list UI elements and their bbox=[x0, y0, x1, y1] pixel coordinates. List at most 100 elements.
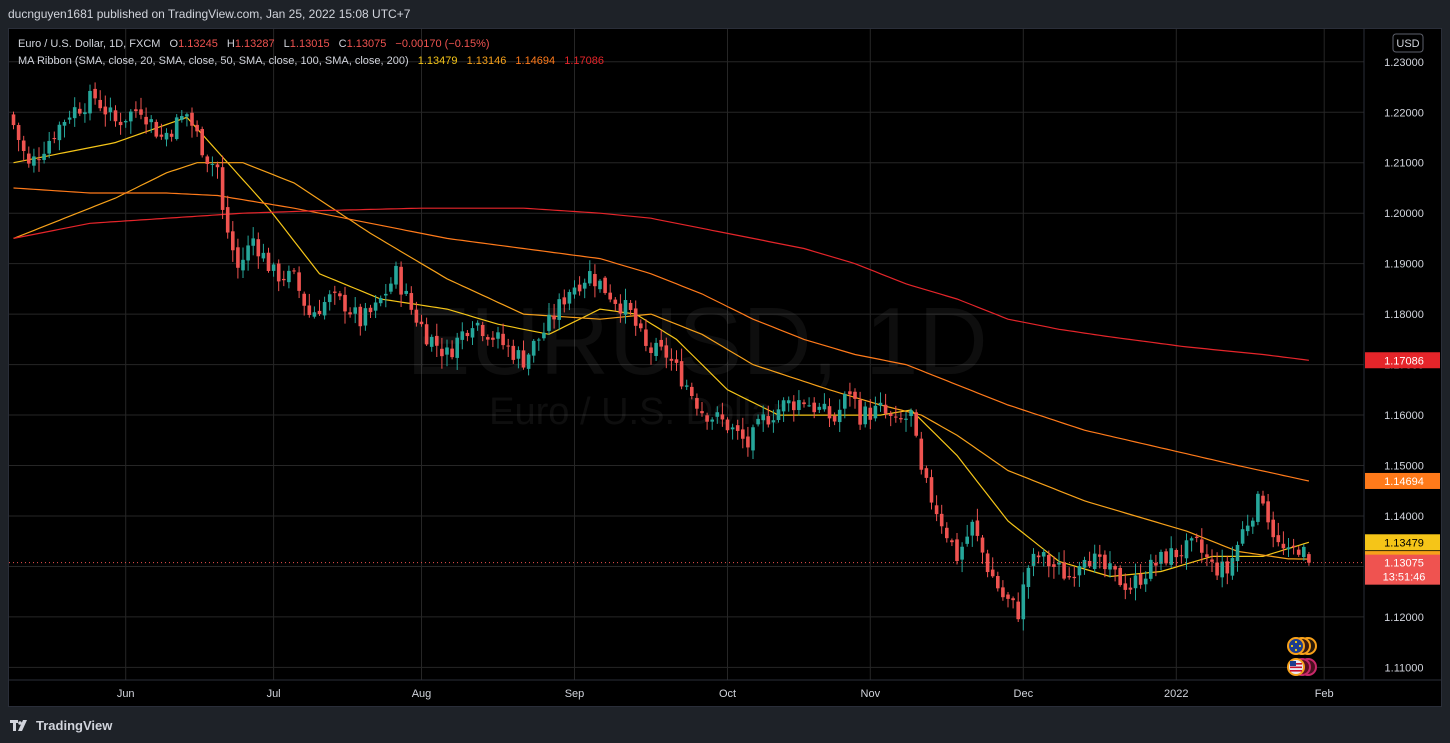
candles bbox=[11, 82, 1311, 631]
us-flag-icon[interactable] bbox=[1287, 658, 1317, 676]
candle-body bbox=[1225, 561, 1230, 574]
candle-body bbox=[1245, 525, 1250, 532]
candle-body bbox=[256, 239, 261, 257]
price-chart[interactable]: EURUSD, 1D Euro / U.S. Dollar 1.11000 1.1… bbox=[9, 29, 1441, 706]
candle-body bbox=[827, 406, 832, 419]
candle-body bbox=[1256, 493, 1260, 522]
candle-body bbox=[863, 406, 867, 425]
candle-body bbox=[88, 90, 92, 114]
candle-body bbox=[883, 404, 888, 414]
candle-body bbox=[424, 324, 429, 345]
ma100-price-tag bbox=[1365, 472, 1440, 489]
x-tick-label: Sep bbox=[565, 688, 585, 700]
candle-body bbox=[190, 112, 194, 126]
ma20-price-tag bbox=[1365, 534, 1440, 551]
candle-body bbox=[297, 272, 301, 291]
candle-body bbox=[975, 520, 980, 536]
chart-area[interactable]: EURUSD, 1D Euro / U.S. Dollar 1.11000 1.1… bbox=[8, 28, 1442, 707]
currency-button-frame[interactable] bbox=[1392, 33, 1424, 53]
candle-body bbox=[215, 164, 220, 168]
candle-body bbox=[21, 140, 26, 152]
candle-body bbox=[429, 336, 434, 347]
legend-ma20-value: 1.13479 bbox=[418, 55, 458, 67]
candle-body bbox=[603, 277, 607, 294]
candle-body bbox=[955, 539, 959, 561]
candle-body bbox=[373, 302, 378, 311]
candle-body bbox=[389, 283, 393, 292]
candle-body bbox=[837, 409, 842, 423]
candle-body bbox=[42, 153, 46, 160]
candle-body bbox=[1169, 548, 1173, 565]
candle-body bbox=[144, 116, 148, 125]
candle-body bbox=[327, 294, 332, 303]
candle-body bbox=[817, 406, 822, 410]
flag-badges[interactable] bbox=[1287, 637, 1317, 676]
candle-body bbox=[261, 252, 266, 259]
candle-body bbox=[557, 299, 561, 320]
candle-body bbox=[1057, 562, 1061, 565]
candle-body bbox=[322, 302, 327, 316]
legend-l-label: L bbox=[284, 38, 290, 50]
candle-body bbox=[1082, 559, 1087, 568]
y-tick-label: 1.15000 bbox=[1384, 461, 1424, 473]
eu-flag-icon[interactable] bbox=[1287, 637, 1317, 655]
candle-body bbox=[776, 409, 781, 421]
candle-body bbox=[1052, 564, 1056, 567]
candle-body bbox=[1047, 554, 1051, 567]
candle-body bbox=[1072, 576, 1077, 579]
x-tick-label: Jul bbox=[267, 688, 281, 700]
candle-body bbox=[241, 259, 245, 271]
candle-body bbox=[1220, 561, 1224, 578]
candle-body bbox=[822, 403, 827, 410]
watermark-description: Euro / U.S. Dollar bbox=[489, 391, 785, 433]
candle-body bbox=[960, 546, 964, 560]
price-axis[interactable]: 1.110001.120001.130001.140001.150001.160… bbox=[1384, 57, 1424, 675]
candle-body bbox=[1276, 535, 1281, 543]
candle-body bbox=[195, 124, 199, 132]
x-tick-label: Nov bbox=[861, 688, 881, 700]
candle-body bbox=[547, 314, 551, 331]
candle-body bbox=[312, 312, 317, 317]
candle-body bbox=[317, 310, 322, 315]
y-tick-label: 1.19000 bbox=[1384, 259, 1424, 271]
tradingview-logo[interactable]: TradingView bbox=[10, 718, 112, 733]
candle-body bbox=[746, 436, 750, 448]
candle-body bbox=[939, 513, 944, 527]
candle-body bbox=[1261, 495, 1265, 504]
candle-body bbox=[1296, 549, 1301, 555]
candle-body bbox=[358, 306, 363, 327]
y-tick-label: 1.20000 bbox=[1384, 208, 1424, 220]
currency-button[interactable]: USD bbox=[1392, 33, 1424, 53]
y-tick-label: 1.16000 bbox=[1384, 410, 1424, 422]
candle-body bbox=[1123, 583, 1128, 590]
candle-body bbox=[1026, 567, 1031, 588]
legend-ma-name: MA Ribbon (SMA, close, 20, SMA, close, 5… bbox=[18, 55, 409, 67]
candle-body bbox=[78, 108, 82, 114]
legend-ma200-value: 1.17086 bbox=[564, 55, 604, 67]
ma-line-sma-50 bbox=[13, 162, 1309, 560]
y-tick-label: 1.12000 bbox=[1384, 612, 1424, 624]
candle-body bbox=[378, 298, 383, 304]
candle-body bbox=[1133, 575, 1138, 589]
time-axis[interactable]: Jun Jul Aug Sep Oct Nov Dec 2022 Feb bbox=[117, 688, 1334, 700]
candle-body bbox=[57, 124, 62, 141]
candle-body bbox=[980, 537, 985, 553]
candle-body bbox=[1159, 551, 1163, 564]
candle-body bbox=[210, 163, 215, 165]
x-tick-label: Dec bbox=[1014, 688, 1034, 700]
candle-body bbox=[419, 321, 424, 325]
candle-body bbox=[577, 284, 582, 292]
candle-body bbox=[276, 263, 281, 282]
legend-ma50-value: 1.13146 bbox=[467, 55, 507, 67]
candle-body bbox=[1103, 554, 1107, 570]
candle-body bbox=[384, 293, 388, 296]
candle-body bbox=[450, 348, 454, 358]
currency-button-label[interactable]: USD bbox=[1396, 38, 1419, 50]
candle-body bbox=[516, 350, 521, 359]
candle-body bbox=[832, 415, 837, 422]
candle-body bbox=[251, 238, 255, 246]
watermark-symbol: EURUSD, 1D bbox=[406, 288, 987, 395]
candle-body bbox=[807, 405, 811, 407]
candle-body bbox=[1067, 576, 1071, 578]
candle-body bbox=[690, 386, 694, 397]
